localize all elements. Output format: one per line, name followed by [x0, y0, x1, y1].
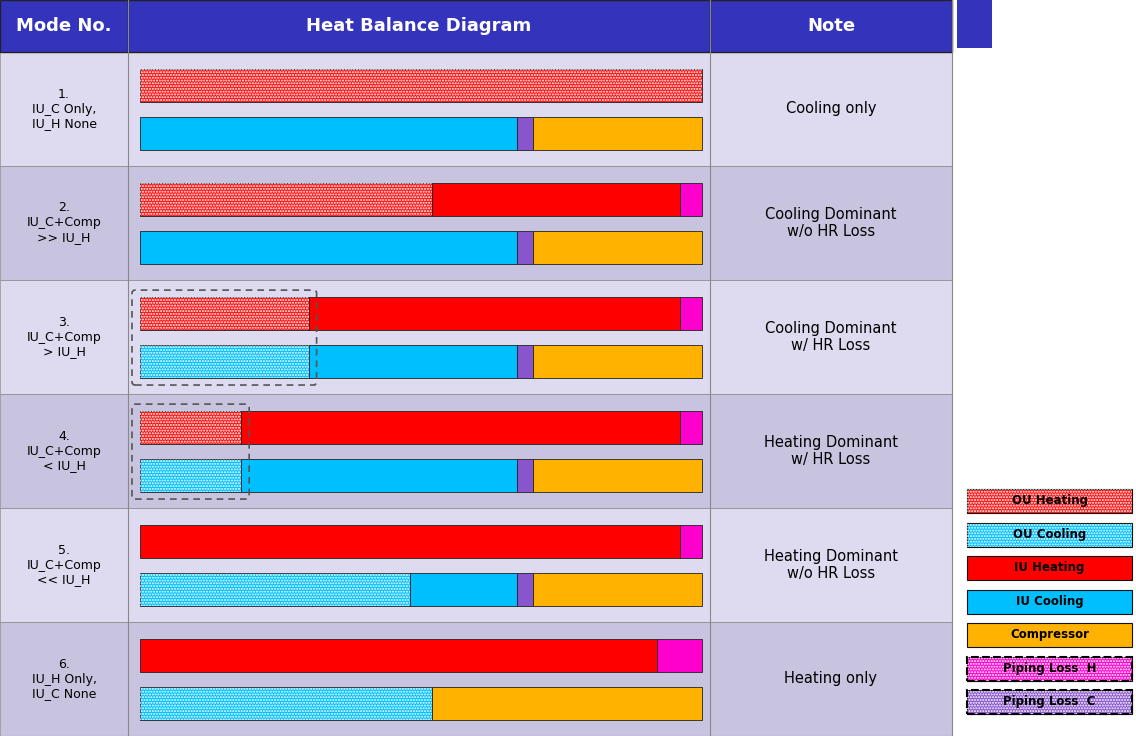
Bar — [0, 52, 952, 166]
Bar — [140, 573, 410, 606]
Bar — [534, 117, 702, 150]
Bar — [140, 297, 309, 330]
Text: OU Heating: OU Heating — [1011, 495, 1087, 508]
Bar — [534, 459, 702, 492]
Bar — [309, 345, 517, 378]
Bar — [140, 69, 702, 102]
Bar — [140, 345, 309, 378]
Bar — [517, 345, 534, 378]
Bar — [0, 166, 952, 280]
Bar — [710, 0, 952, 52]
Bar — [140, 345, 309, 378]
Text: Piping Loss  C: Piping Loss C — [1003, 696, 1096, 709]
Bar — [967, 657, 1131, 681]
Bar — [128, 0, 710, 52]
Bar — [517, 573, 534, 606]
Bar — [967, 590, 1131, 614]
Text: Heating only: Heating only — [785, 671, 877, 687]
Bar — [309, 297, 679, 330]
Bar — [241, 411, 679, 444]
Bar — [967, 690, 1131, 714]
Bar — [241, 459, 517, 492]
Bar — [967, 556, 1131, 580]
Bar — [140, 231, 517, 264]
Text: 2.
IU_C+Comp
>> IU_H: 2. IU_C+Comp >> IU_H — [26, 202, 101, 244]
Bar — [967, 657, 1131, 681]
Bar — [140, 687, 432, 720]
Bar — [0, 0, 128, 52]
Bar — [140, 183, 432, 216]
Bar — [679, 297, 702, 330]
Text: Heating Dominant
w/ HR Loss: Heating Dominant w/ HR Loss — [765, 435, 897, 467]
Bar — [534, 573, 702, 606]
Text: 3.
IU_C+Comp
> IU_H: 3. IU_C+Comp > IU_H — [26, 316, 101, 358]
Bar — [517, 459, 534, 492]
Bar — [967, 690, 1131, 714]
Bar — [517, 117, 534, 150]
Text: Piping Loss  H: Piping Loss H — [1003, 662, 1096, 675]
Text: 4.
IU_C+Comp
< IU_H: 4. IU_C+Comp < IU_H — [26, 430, 101, 473]
Text: Compressor: Compressor — [1010, 629, 1089, 642]
Bar — [432, 687, 702, 720]
Text: Cooling only: Cooling only — [786, 102, 876, 116]
Bar — [140, 459, 241, 492]
Text: Note: Note — [807, 17, 855, 35]
Bar — [410, 573, 517, 606]
Bar — [140, 183, 432, 216]
Bar — [679, 411, 702, 444]
Bar — [432, 183, 679, 216]
Bar — [657, 639, 702, 672]
Bar — [140, 525, 679, 558]
Bar — [140, 411, 241, 444]
Bar — [140, 639, 657, 672]
Text: 6.
IU_H Only,
IU_C None: 6. IU_H Only, IU_C None — [32, 657, 97, 701]
Bar — [967, 623, 1131, 647]
Text: Cooling Dominant
w/ HR Loss: Cooling Dominant w/ HR Loss — [766, 321, 896, 353]
Bar — [140, 297, 309, 330]
Bar — [140, 459, 241, 492]
Bar — [0, 622, 952, 736]
Bar — [0, 394, 952, 508]
Bar — [0, 508, 952, 622]
Bar — [534, 345, 702, 378]
Bar — [967, 523, 1131, 547]
Bar — [140, 69, 702, 102]
Bar — [140, 117, 517, 150]
Text: 5.
IU_C+Comp
<< IU_H: 5. IU_C+Comp << IU_H — [26, 543, 101, 587]
Bar — [140, 573, 410, 606]
Bar — [967, 657, 1131, 681]
Bar — [517, 231, 534, 264]
Bar — [957, 0, 992, 48]
Text: IU Cooling: IU Cooling — [1016, 595, 1084, 608]
Bar — [679, 525, 702, 558]
Text: Cooling Dominant
w/o HR Loss: Cooling Dominant w/o HR Loss — [766, 207, 896, 239]
Text: Mode No.: Mode No. — [16, 17, 111, 35]
Bar — [0, 280, 952, 394]
Bar — [967, 523, 1131, 547]
Text: OU Cooling: OU Cooling — [1013, 528, 1086, 541]
Bar — [140, 411, 241, 444]
Text: Heat Balance Diagram: Heat Balance Diagram — [307, 17, 532, 35]
Text: 1.
IU_C Only,
IU_H None: 1. IU_C Only, IU_H None — [32, 88, 97, 130]
Text: Heating Dominant
w/o HR Loss: Heating Dominant w/o HR Loss — [765, 549, 897, 581]
Bar — [679, 183, 702, 216]
Bar — [140, 687, 432, 720]
Bar — [967, 690, 1131, 714]
Bar — [967, 489, 1131, 513]
Bar — [534, 231, 702, 264]
Bar — [967, 489, 1131, 513]
Text: IU Heating: IU Heating — [1014, 562, 1085, 575]
